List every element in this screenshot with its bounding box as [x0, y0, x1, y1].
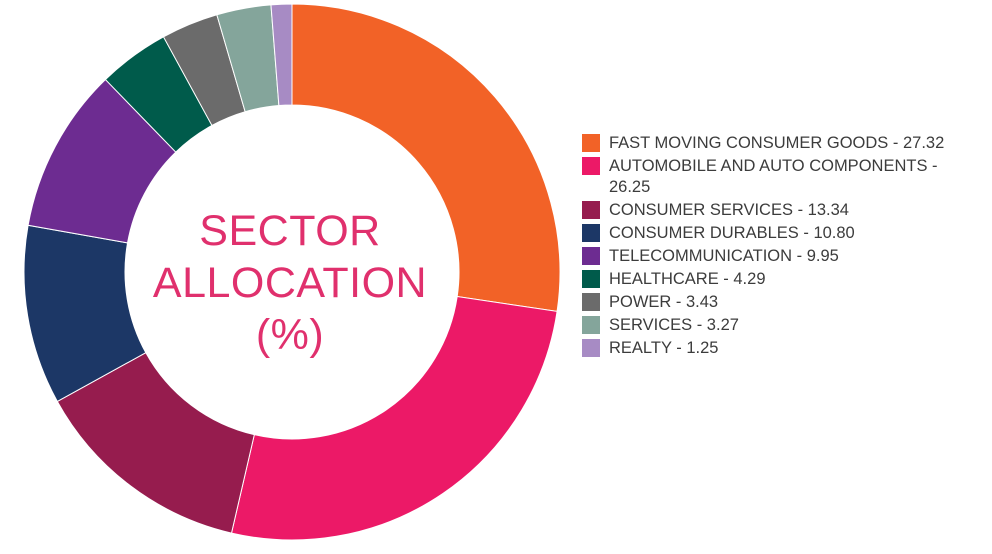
legend-item: AUTOMOBILE AND AUTO COMPONENTS - 26.25 — [582, 156, 982, 198]
legend-item: POWER - 3.43 — [582, 292, 982, 313]
legend-label: TELECOMMUNICATION - 9.95 — [609, 247, 839, 265]
legend-label: FAST MOVING CONSUMER GOODS - 27.32 — [609, 134, 945, 152]
legend-label: AUTOMOBILE AND AUTO COMPONENTS - 26.25 — [609, 157, 938, 196]
legend-swatch — [582, 134, 600, 152]
slice-automobile-and-auto-components — [230, 295, 558, 541]
legend-label: REALTY - 1.25 — [609, 339, 719, 357]
title-line-1: SECTOR — [199, 207, 381, 255]
legend-item: FAST MOVING CONSUMER GOODS - 27.32 — [582, 133, 982, 154]
legend-label: CONSUMER SERVICES - 13.34 — [609, 201, 849, 219]
legend-label: CONSUMER DURABLES - 10.80 — [609, 224, 855, 242]
legend-label: POWER - 3.43 — [609, 293, 719, 311]
chart-title: SECTOR ALLOCATION (%) — [110, 205, 470, 361]
legend-swatch — [582, 270, 600, 288]
legend-swatch — [582, 224, 600, 242]
legend-item: CONSUMER SERVICES - 13.34 — [582, 200, 982, 221]
legend-swatch — [582, 316, 600, 334]
legend-swatch — [582, 293, 600, 311]
title-line-2: ALLOCATION — [152, 259, 428, 307]
slice-realty — [270, 3, 293, 107]
legend: FAST MOVING CONSUMER GOODS - 27.32 AUTOM… — [582, 133, 982, 361]
legend-item: SERVICES - 3.27 — [582, 315, 982, 336]
legend-label: HEALTHCARE - 4.29 — [609, 270, 766, 288]
legend-item: REALTY - 1.25 — [582, 338, 982, 359]
legend-swatch — [582, 339, 600, 357]
legend-label: SERVICES - 3.27 — [609, 316, 739, 334]
legend-swatch — [582, 201, 600, 219]
legend-swatch — [582, 247, 600, 265]
legend-item: CONSUMER DURABLES - 10.80 — [582, 223, 982, 244]
legend-item: HEALTHCARE - 4.29 — [582, 269, 982, 290]
legend-item: TELECOMMUNICATION - 9.95 — [582, 246, 982, 267]
title-line-3: (%) — [255, 311, 325, 359]
legend-swatch — [582, 157, 600, 175]
slice-fast-moving-consumer-goods — [291, 3, 561, 312]
